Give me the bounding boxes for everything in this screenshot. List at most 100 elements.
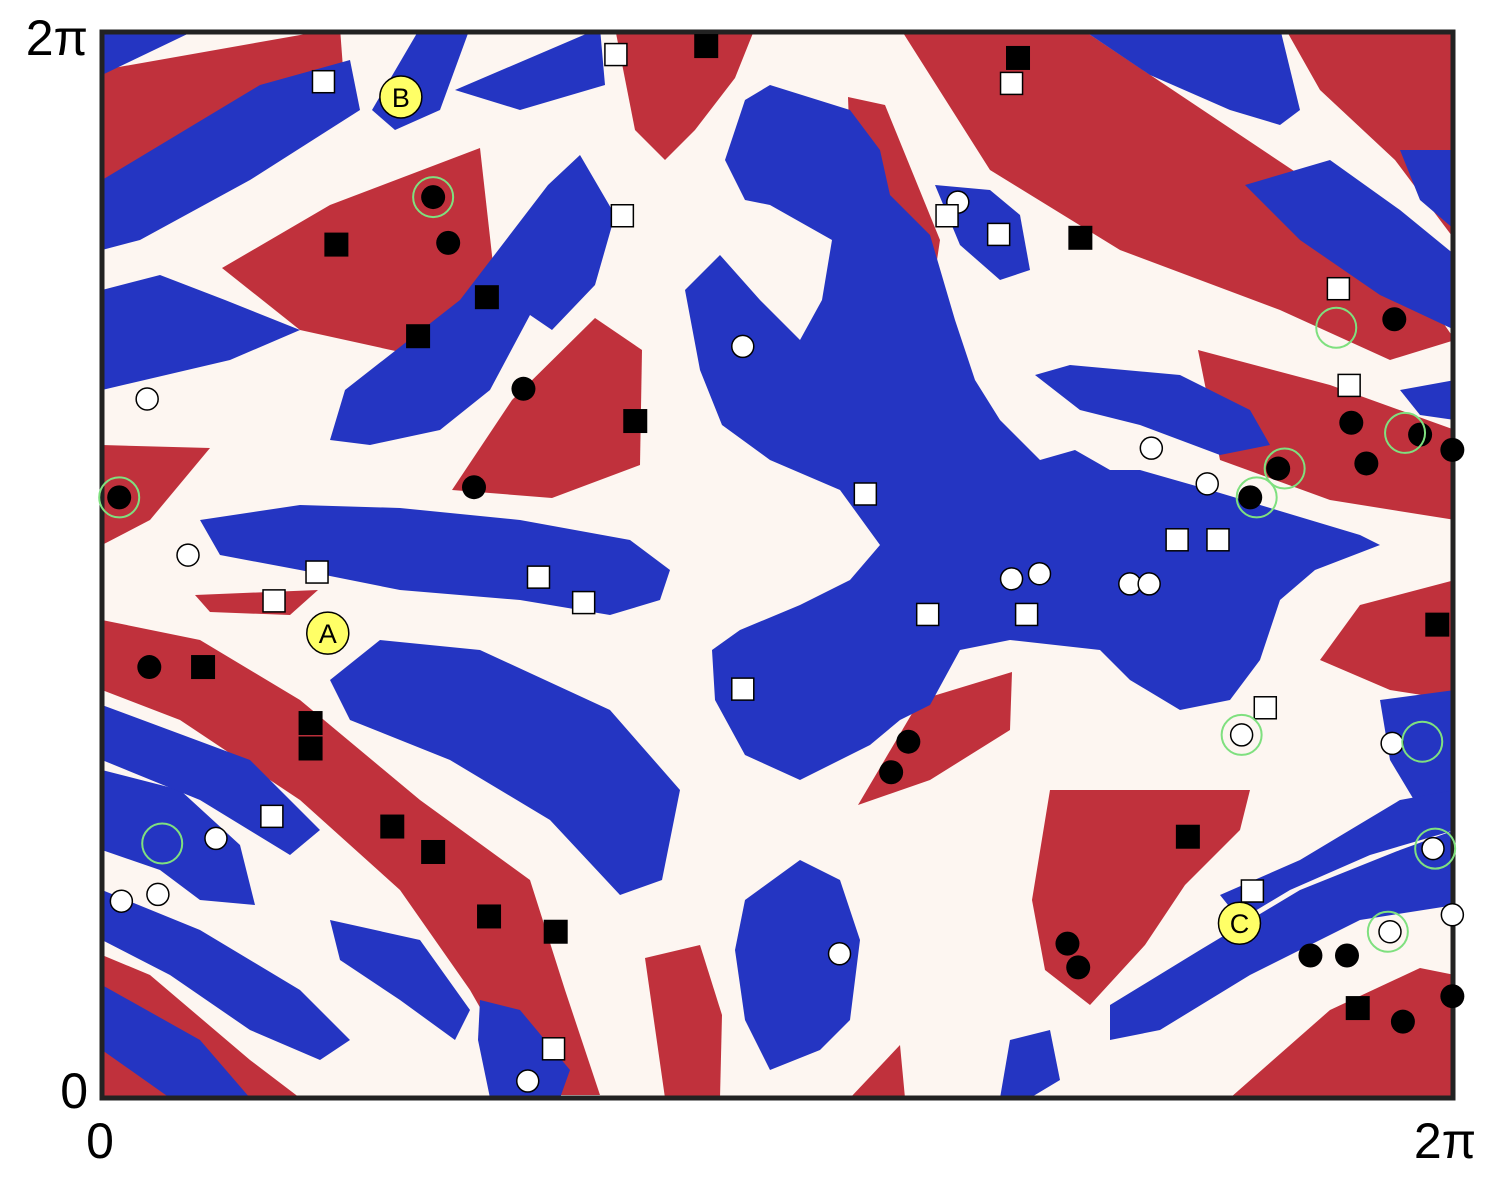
green-ring-marker [412,176,455,219]
black-square-marker [1425,612,1450,637]
white-square-marker [1206,528,1230,552]
white-square-marker [1326,276,1351,301]
green-ring-marker [1220,713,1263,756]
annotations-layer: A B C [306,75,1262,945]
black-circle-marker [1266,456,1291,481]
white-circle-marker [1440,903,1465,927]
red-domain [102,445,210,545]
red-domain [195,590,318,615]
white-circle-marker [1378,919,1402,944]
white-square-marker [853,482,878,506]
red-domain [1320,580,1453,700]
blue-domain [1245,160,1453,330]
white-circle-marker [1137,572,1161,596]
red-domain [1198,350,1453,520]
annotation-label: C [1230,909,1250,939]
annotation-marker [1217,901,1262,945]
white-circle-marker [109,889,134,913]
black-circle-marker [1354,451,1379,476]
red-domain [902,32,1453,360]
blue-domain [102,60,360,250]
white-square-marker [305,560,329,584]
black-circle-marker [1055,931,1080,956]
blue-domain [102,32,192,75]
white-square-marker [1165,528,1189,552]
white-square-marker [526,565,551,589]
red-domain [1230,968,1453,1098]
black-circle-marker [421,185,446,210]
white-square-marker [571,590,596,615]
blue-domain [102,770,255,905]
annotation-marker [306,611,350,655]
black-circle-marker [107,485,132,510]
blue-domain [102,275,300,390]
blue-domain [102,890,350,1060]
black-circle-marker [1066,955,1091,980]
markers-layer [98,34,1465,1093]
green-ring-marker [1235,476,1278,519]
black-square-marker [477,904,502,929]
green-ring-marker [1414,827,1457,870]
blue-domain [1035,365,1270,455]
white-circle-marker [1229,723,1254,747]
black-square-marker [1068,225,1093,250]
plot-frame [99,29,1456,1101]
green-ring-marker [1366,910,1409,953]
blue-domain [1400,150,1453,229]
annotation-label: B [392,83,410,113]
blue-domain [330,155,615,445]
white-square-marker [999,71,1024,96]
white-square-marker [604,42,628,67]
black-circle-marker [1440,984,1465,1009]
blue-domain [1110,830,1453,1040]
blue-domain [200,505,670,615]
green-ring-marker [1401,720,1444,763]
blue-domain [1000,1030,1060,1098]
black-circle-marker [1382,307,1407,332]
white-square-marker [915,602,940,627]
black-circle-marker [896,729,921,754]
black-square-marker [1345,996,1370,1021]
black-circle-marker [1390,1009,1415,1034]
white-circle-marker [135,387,159,411]
black-circle-marker [1298,943,1323,968]
red-domain [615,32,754,160]
red-domain [1287,32,1453,238]
annotation-marker [379,75,423,119]
black-square-marker [191,655,216,680]
x-axis-min-label: 0 [86,1113,114,1169]
black-square-marker [694,34,719,59]
blue-domain [330,920,470,1040]
blue-domain [1400,380,1453,420]
black-circle-marker [1408,422,1433,447]
white-square-marker [262,589,286,613]
blue-domain [330,640,680,895]
blue-domain [102,985,250,1098]
white-circle-marker [731,334,755,359]
black-square-marker [380,814,405,839]
black-square-marker [324,232,349,257]
white-circle-marker [1421,836,1445,861]
black-square-marker [298,711,323,736]
x-axis-max-label: 2π [1414,1113,1476,1169]
black-square-marker [1175,824,1200,849]
black-square-marker [298,736,323,761]
white-circle-marker [204,826,228,851]
white-square-marker [986,222,1011,247]
blue-domain [685,85,1380,780]
y-axis-max-label: 2π [26,10,88,66]
black-circle-marker [436,230,461,255]
annotation-label: A [319,619,337,649]
blue-domain [478,1000,570,1098]
white-circle-marker [515,1069,540,1093]
white-square-marker [260,804,284,829]
white-square-marker [610,203,635,228]
black-square-marker [421,839,446,864]
red-domain [102,620,600,1095]
phase-field [102,32,1453,1098]
white-square-marker [541,1037,566,1061]
black-square-marker [474,285,499,310]
red-domain [452,318,642,498]
black-circle-marker [879,760,904,785]
